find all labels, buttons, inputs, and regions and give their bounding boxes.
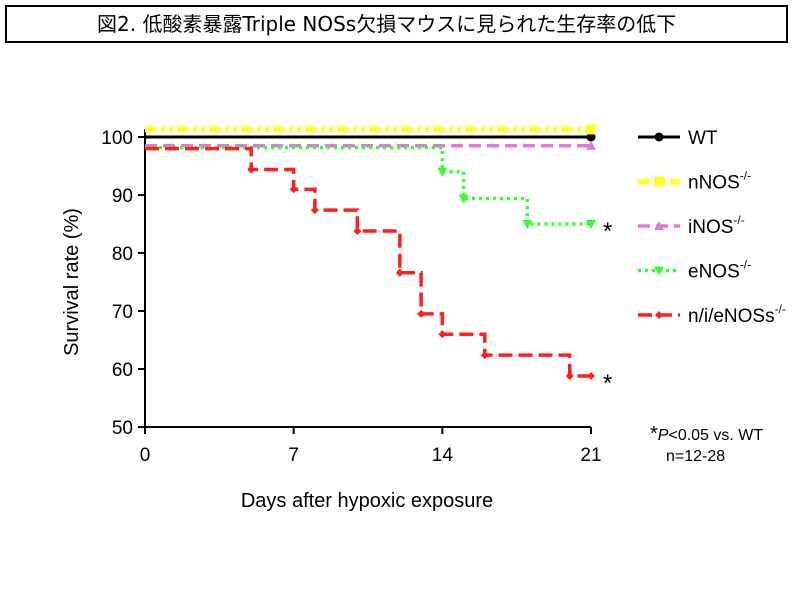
- legend-superscript: -/-: [733, 213, 744, 227]
- data-point-n-i-enoss: [247, 165, 256, 174]
- series-line-enos: [145, 145, 591, 226]
- data-point-n-i-enoss: [417, 309, 426, 318]
- significance-star: *: [650, 423, 658, 445]
- legend-label-nnos: nNOS-/-: [688, 169, 751, 194]
- data-point-inos: [586, 140, 596, 150]
- chart-series: **: [145, 124, 612, 397]
- legend-marker-wt: [654, 132, 664, 142]
- legend-superscript: -/-: [740, 169, 751, 183]
- series-line-n-i-enoss: [145, 146, 591, 378]
- data-point-n-i-enoss: [353, 226, 362, 235]
- y-tick-label: 60: [112, 360, 133, 381]
- data-point-n-i-enoss: [310, 206, 319, 215]
- y-tick-label: 70: [112, 302, 133, 323]
- significance-marker-n-i-enoss: *: [603, 370, 612, 397]
- sample-size-note: n=12-28: [666, 448, 726, 465]
- data-point-enos: [522, 220, 533, 229]
- data-point-enos: [586, 220, 596, 229]
- significance-note: *P<0.05 vs. WT: [650, 424, 763, 446]
- legend-marker-enos: [654, 266, 664, 276]
- chart-legend: WT nNOS-/- iNOS-/- eNOS-/- n/i/eNOSs-/-: [638, 128, 786, 327]
- legend-label-wt: WT: [688, 128, 718, 149]
- data-point-n-i-enoss: [587, 371, 595, 380]
- p-value-label: P: [657, 427, 669, 444]
- data-point-nnos: [586, 124, 596, 135]
- p-value-text: <0.05 vs. WT: [668, 427, 764, 444]
- legend-superscript: -/-: [775, 302, 786, 316]
- data-point-n-i-enoss: [395, 268, 404, 277]
- x-tick-label: 14: [432, 445, 454, 466]
- y-tick-label: 50: [112, 418, 133, 439]
- data-point-n-i-enoss: [289, 185, 298, 194]
- data-point-enos: [437, 167, 448, 177]
- page-title: 図2. 低酸素暴露Triple NOSs欠損マウスに見られた生存率の低下: [97, 12, 677, 36]
- legend-label-inos: iNOS-/-: [688, 213, 745, 238]
- y-tick-label: 80: [112, 244, 133, 265]
- data-point-enos: [458, 194, 469, 204]
- legend-marker-inos: [654, 221, 664, 230]
- x-tick-label: 7: [288, 445, 299, 466]
- data-point-wt: [586, 132, 596, 142]
- legend-superscript: -/-: [740, 258, 751, 272]
- x-tick-label: 21: [580, 445, 601, 466]
- legend-marker-nnos: [654, 176, 664, 187]
- title-box: 図2. 低酸素暴露Triple NOSs欠損マウスに見られた生存率の低下: [5, 5, 788, 43]
- y-tick-label: 90: [112, 186, 133, 207]
- y-axis-label: Survival rate (%): [61, 208, 83, 356]
- y-tick-label: 100: [101, 128, 133, 149]
- chart-axes: 50 60 70 80 90 100 0 7 14 21: [101, 128, 601, 466]
- data-point-n-i-enoss: [565, 371, 574, 380]
- data-point-n-i-enoss: [480, 351, 489, 360]
- data-point-n-i-enoss: [438, 330, 447, 339]
- legend-marker-n-i-enoss: [655, 311, 663, 319]
- legend-label-n-i-enoss: n/i/eNOSs-/-: [688, 302, 786, 327]
- x-axis-label: Days after hypoxic exposure: [241, 490, 493, 512]
- x-tick-label: 0: [140, 445, 151, 466]
- legend-label-enos: eNOS-/-: [688, 258, 751, 283]
- significance-marker-enos: *: [603, 218, 612, 245]
